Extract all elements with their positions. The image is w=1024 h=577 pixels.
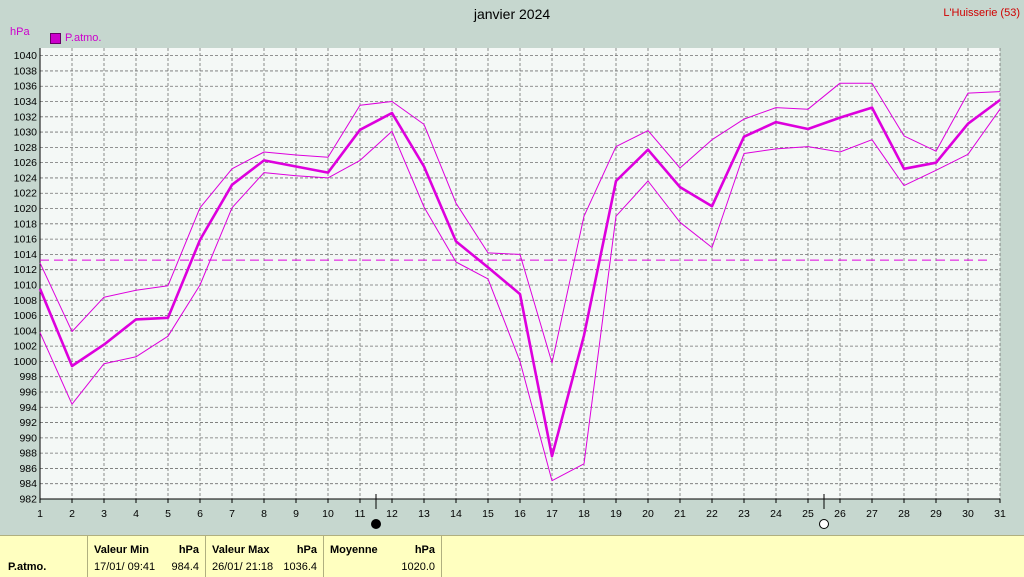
min-value: 984.4 [171, 561, 199, 573]
y-tick-label: 1024 [14, 172, 38, 184]
x-tick-label: 17 [546, 508, 558, 520]
y-tick-label: 1014 [14, 249, 38, 261]
y-tick-label: 1012 [14, 264, 38, 276]
y-tick-label: 1034 [14, 96, 38, 108]
x-tick-label: 20 [642, 508, 654, 520]
x-tick-label: 7 [229, 508, 235, 520]
y-tick-label: 1000 [14, 356, 38, 368]
max-datetime: 26/01/ 21:18 [212, 561, 274, 573]
y-tick-label: 1036 [14, 81, 38, 93]
summary-label-cell: P.atmo. [0, 536, 88, 577]
legend: P.atmo. [50, 32, 102, 44]
x-tick-label: 6 [197, 508, 203, 520]
x-tick-label: 26 [834, 508, 846, 520]
x-tick-label: 12 [386, 508, 398, 520]
y-tick-label: 988 [19, 448, 37, 460]
x-tick-label: 2 [69, 508, 75, 520]
new-moon-icon [371, 519, 381, 529]
x-tick-label: 23 [738, 508, 750, 520]
avg-value: 1020.0 [401, 561, 435, 573]
x-tick-label: 11 [355, 508, 366, 520]
y-tick-label: 986 [19, 463, 37, 475]
y-tick-label: 1020 [14, 203, 38, 215]
y-axis-unit: hPa [10, 26, 30, 38]
x-tick-label: 15 [482, 508, 494, 520]
x-tick-label: 5 [165, 508, 171, 520]
y-tick-label: 1030 [14, 127, 38, 139]
full-moon-icon [819, 519, 829, 529]
y-tick-label: 1002 [14, 341, 38, 353]
pressure-chart: 9829849869889909929949969981000100210041… [14, 48, 1006, 529]
y-tick-label: 992 [19, 417, 37, 429]
y-tick-label: 1028 [14, 142, 38, 154]
y-tick-label: 994 [19, 402, 37, 414]
series-line-min [39, 108, 1001, 482]
x-tick-label: 24 [770, 508, 782, 520]
series-line-max [39, 82, 1001, 364]
x-tick-label: 4 [133, 508, 139, 520]
y-tick-label: 998 [19, 371, 37, 383]
legend-label: P.atmo. [65, 32, 102, 44]
summary-avg-cell: Moyenne hPa 1020.0 [324, 536, 442, 577]
max-header: Valeur Max [212, 544, 270, 556]
chart-title: janvier 2024 [473, 6, 551, 22]
y-tick-label: 1022 [14, 188, 38, 200]
x-tick-label: 19 [610, 508, 622, 520]
y-tick-label: 990 [19, 432, 37, 444]
x-tick-label: 25 [802, 508, 814, 520]
x-tick-label: 29 [930, 508, 942, 520]
x-tick-label: 1 [37, 508, 43, 520]
x-tick-label: 14 [450, 508, 462, 520]
y-tick-label: 982 [19, 494, 37, 506]
legend-swatch [50, 32, 61, 44]
x-tick-label: 9 [293, 508, 299, 520]
max-value: 1036.4 [283, 561, 317, 573]
x-tick-label: 30 [962, 508, 974, 520]
x-tick-label: 3 [101, 508, 107, 520]
y-tick-label: 1032 [14, 111, 38, 123]
y-tick-label: 1018 [14, 218, 38, 230]
y-tick-label: 1026 [14, 157, 38, 169]
x-tick-label: 27 [866, 508, 878, 520]
y-tick-label: 1016 [14, 234, 38, 246]
x-tick-label: 18 [578, 508, 590, 520]
y-tick-label: 1008 [14, 295, 38, 307]
y-tick-label: 1040 [14, 50, 38, 62]
x-tick-label: 21 [674, 508, 686, 520]
avg-header: Moyenne [330, 544, 378, 556]
station-name: L'Huisserie (53) [943, 7, 1020, 19]
y-tick-label: 1004 [14, 325, 38, 337]
avg-unit: hPa [414, 544, 435, 556]
summary-table: P.atmo. Valeur Min hPa 17/01/ 09:41 984.… [0, 535, 1024, 577]
y-tick-label: 1038 [14, 65, 38, 77]
x-tick-label: 31 [994, 508, 1006, 520]
summary-min-cell: Valeur Min hPa 17/01/ 09:41 984.4 [88, 536, 206, 577]
x-tick-label: 10 [322, 508, 334, 520]
summary-max-cell: Valeur Max hPa 26/01/ 21:18 1036.4 [206, 536, 324, 577]
y-tick-label: 1010 [14, 279, 38, 291]
x-tick-label: 22 [706, 508, 718, 520]
x-tick-label: 13 [418, 508, 430, 520]
y-tick-label: 1006 [14, 310, 38, 322]
min-datetime: 17/01/ 09:41 [94, 561, 156, 573]
min-header: Valeur Min [94, 544, 150, 556]
x-tick-label: 8 [261, 508, 267, 520]
min-unit: hPa [178, 544, 199, 556]
y-tick-label: 996 [19, 386, 37, 398]
series-line-mean [38, 98, 1001, 458]
summary-row-label: P.atmo. [8, 561, 47, 573]
x-tick-label: 28 [898, 508, 910, 520]
max-unit: hPa [296, 544, 317, 556]
y-tick-label: 984 [19, 478, 37, 490]
x-tick-label: 16 [514, 508, 526, 520]
